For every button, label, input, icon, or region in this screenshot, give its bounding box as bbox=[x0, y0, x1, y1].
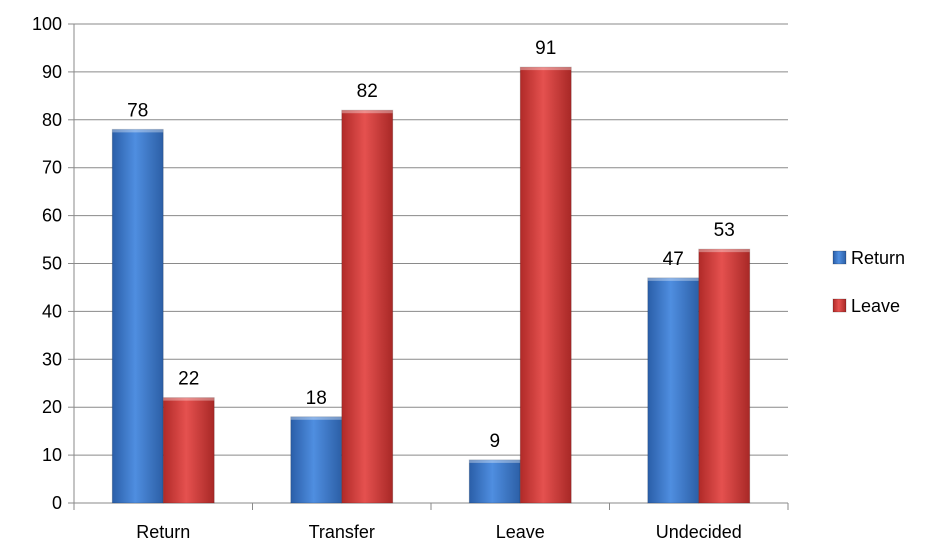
bar-cap bbox=[469, 459, 521, 463]
bar-return bbox=[468, 459, 521, 504]
bar-return bbox=[111, 128, 164, 504]
y-tick-label: 60 bbox=[42, 206, 62, 226]
bar-cap bbox=[290, 416, 342, 420]
bar-cap bbox=[647, 277, 699, 281]
legend-swatch-return bbox=[832, 250, 847, 265]
data-label: 82 bbox=[357, 81, 378, 102]
bar-leave bbox=[341, 109, 394, 504]
y-tick-label: 20 bbox=[42, 397, 62, 417]
data-label: 9 bbox=[489, 431, 500, 452]
y-tick-label: 90 bbox=[42, 62, 62, 82]
data-label: 78 bbox=[127, 100, 148, 121]
y-tick-label: 10 bbox=[42, 445, 62, 465]
y-tick-label: 70 bbox=[42, 158, 62, 178]
x-tick-label: Leave bbox=[496, 522, 545, 542]
data-label: 91 bbox=[535, 38, 556, 59]
y-tick-label: 80 bbox=[42, 110, 62, 130]
legend: Return Leave bbox=[832, 248, 905, 316]
bars bbox=[111, 66, 751, 504]
y-tick-label: 100 bbox=[32, 14, 62, 34]
axes: 0 10 20 30 40 50 60 70 80 90 100 Return Transfer Leav… bbox=[32, 14, 789, 542]
bar-cap bbox=[520, 67, 572, 71]
bar-leave bbox=[698, 248, 751, 504]
x-tick-label: Undecided bbox=[656, 522, 742, 542]
bar-return bbox=[290, 416, 343, 504]
y-tick-label: 40 bbox=[42, 301, 62, 321]
bar-cap bbox=[698, 249, 750, 253]
bar-cap bbox=[341, 110, 393, 114]
bar-return bbox=[647, 277, 700, 504]
data-label: 47 bbox=[663, 249, 684, 270]
y-tick-label: 0 bbox=[52, 493, 62, 513]
legend-label: Leave bbox=[851, 296, 900, 316]
data-labels: 78 22 18 82 9 91 47 53 bbox=[127, 38, 735, 452]
bar-leave bbox=[162, 397, 215, 504]
data-label: 22 bbox=[178, 369, 199, 390]
bar-cap bbox=[112, 129, 164, 133]
bar-leave bbox=[519, 66, 572, 504]
x-tick-label: Transfer bbox=[309, 522, 375, 542]
legend-swatch-leave bbox=[832, 298, 847, 313]
legend-label: Return bbox=[851, 248, 905, 268]
y-tick-label: 30 bbox=[42, 349, 62, 369]
bar-cap bbox=[163, 397, 215, 401]
data-label: 18 bbox=[306, 388, 327, 409]
data-label: 53 bbox=[714, 220, 735, 241]
x-tick-label: Return bbox=[136, 522, 190, 542]
y-tick-label: 50 bbox=[42, 254, 62, 274]
